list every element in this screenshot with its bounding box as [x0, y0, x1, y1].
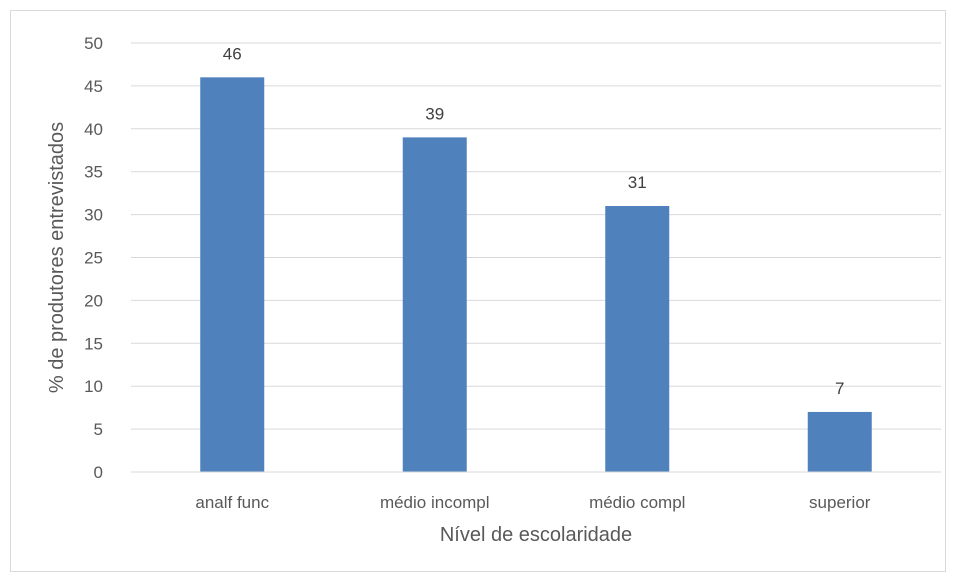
bar — [402, 137, 467, 472]
data-label: 31 — [628, 173, 647, 192]
y-tick-label: 0 — [94, 463, 103, 482]
bar — [807, 411, 872, 472]
x-tick-label: médio compl — [589, 493, 685, 512]
data-label: 7 — [835, 379, 844, 398]
y-tick-label: 10 — [84, 377, 103, 396]
bars — [200, 77, 872, 472]
y-axis-title: % de produtores entrevistados — [46, 122, 68, 393]
y-tick-label: 5 — [94, 420, 103, 439]
y-tick-label: 45 — [84, 77, 103, 96]
x-tick-label: médio incompl — [380, 493, 490, 512]
data-label: 46 — [223, 44, 242, 63]
y-tick-label: 30 — [84, 206, 103, 225]
y-tick-label: 50 — [84, 34, 103, 53]
x-axis-title: Nível de escolaridade — [440, 524, 632, 546]
gridlines — [131, 42, 941, 430]
bar-chart: 0 5 10 15 20 25 30 35 40 45 50 analf func médio inc… — [46, 34, 941, 546]
y-axis-ticks: 0 5 10 15 20 25 30 35 40 45 50 — [84, 34, 103, 482]
data-labels: 46 39 31 7 — [223, 44, 845, 398]
y-tick-label: 40 — [84, 120, 103, 139]
y-tick-label: 15 — [84, 334, 103, 353]
data-label: 39 — [425, 104, 444, 123]
x-tick-label: superior — [809, 493, 871, 512]
y-tick-label: 25 — [84, 249, 103, 268]
x-tick-label: analf func — [195, 493, 269, 512]
chart-frame: 0 5 10 15 20 25 30 35 40 45 50 analf func médio inc… — [10, 10, 946, 572]
x-axis-ticks: analf func médio incompl médio compl superi… — [195, 493, 870, 512]
bar — [605, 206, 670, 472]
bar — [200, 77, 265, 472]
y-tick-label: 35 — [84, 163, 103, 182]
y-tick-label: 20 — [84, 291, 103, 310]
